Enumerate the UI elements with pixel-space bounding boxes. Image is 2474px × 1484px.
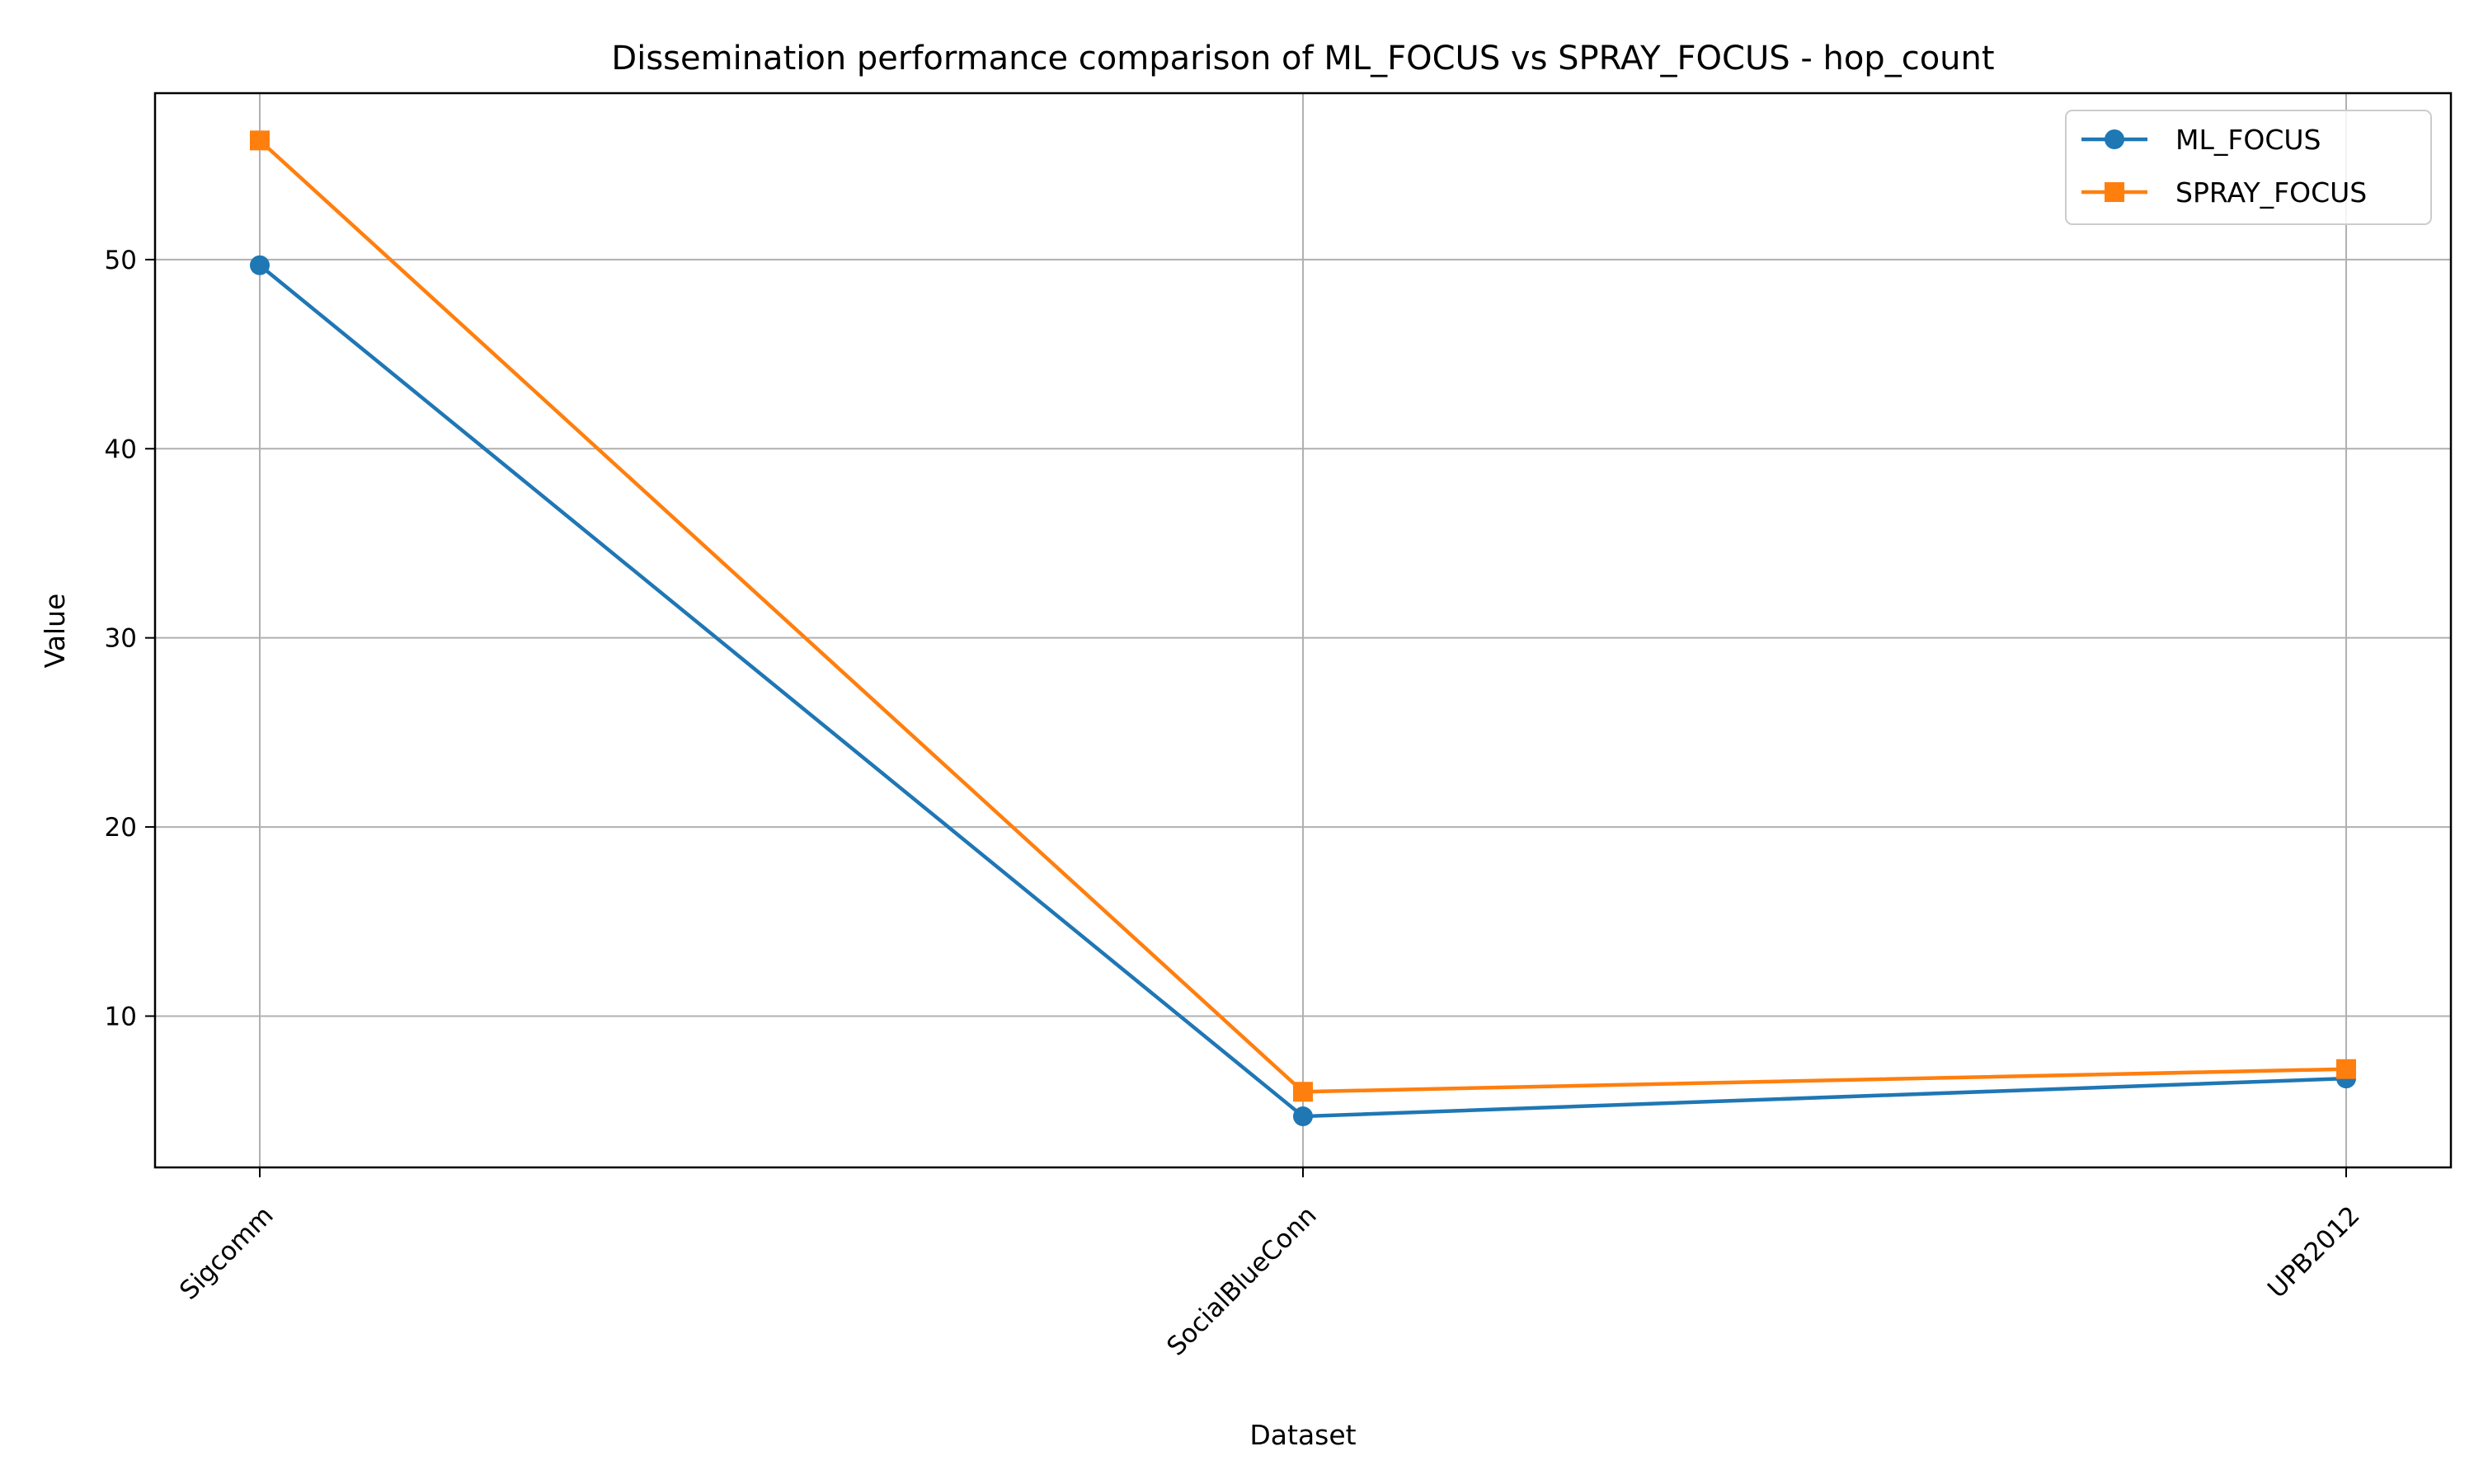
y-tick-label: 10	[105, 1002, 137, 1031]
series-group	[250, 130, 2356, 1127]
y-tick-label: 20	[105, 813, 137, 843]
x-tick-label: SocialBlueConn	[1161, 1200, 1322, 1361]
data-point	[2336, 1059, 2356, 1079]
y-tick-label: 40	[105, 434, 137, 464]
grid	[155, 93, 2451, 1167]
data-point	[1293, 1082, 1313, 1102]
data-point	[1293, 1106, 1313, 1127]
y-tick-label: 30	[105, 624, 137, 654]
legend-marker	[2105, 182, 2124, 202]
x-tick-label: UPB2012	[2262, 1200, 2366, 1304]
y-axis-label: Value	[39, 594, 71, 669]
legend-label: ML_FOCUS	[2175, 124, 2321, 156]
x-tick-label: Sigcomm	[174, 1200, 280, 1306]
legend: ML_FOCUS SPRAY_FOCUS	[2065, 110, 2432, 225]
legend-label: SPRAY_FOCUS	[2175, 176, 2367, 209]
y-axis: 10 20 30 40 50	[105, 246, 155, 1031]
data-point	[250, 255, 270, 275]
data-point	[250, 130, 270, 151]
chart-title: Dissemination performance comparison of …	[611, 40, 1994, 77]
legend-box	[2065, 110, 2432, 225]
x-axis: Sigcomm SocialBlueConn UPB2012	[174, 1167, 2366, 1362]
y-tick-label: 50	[105, 246, 137, 275]
x-axis-label: Dataset	[1249, 1419, 1356, 1451]
legend-marker	[2105, 129, 2124, 149]
